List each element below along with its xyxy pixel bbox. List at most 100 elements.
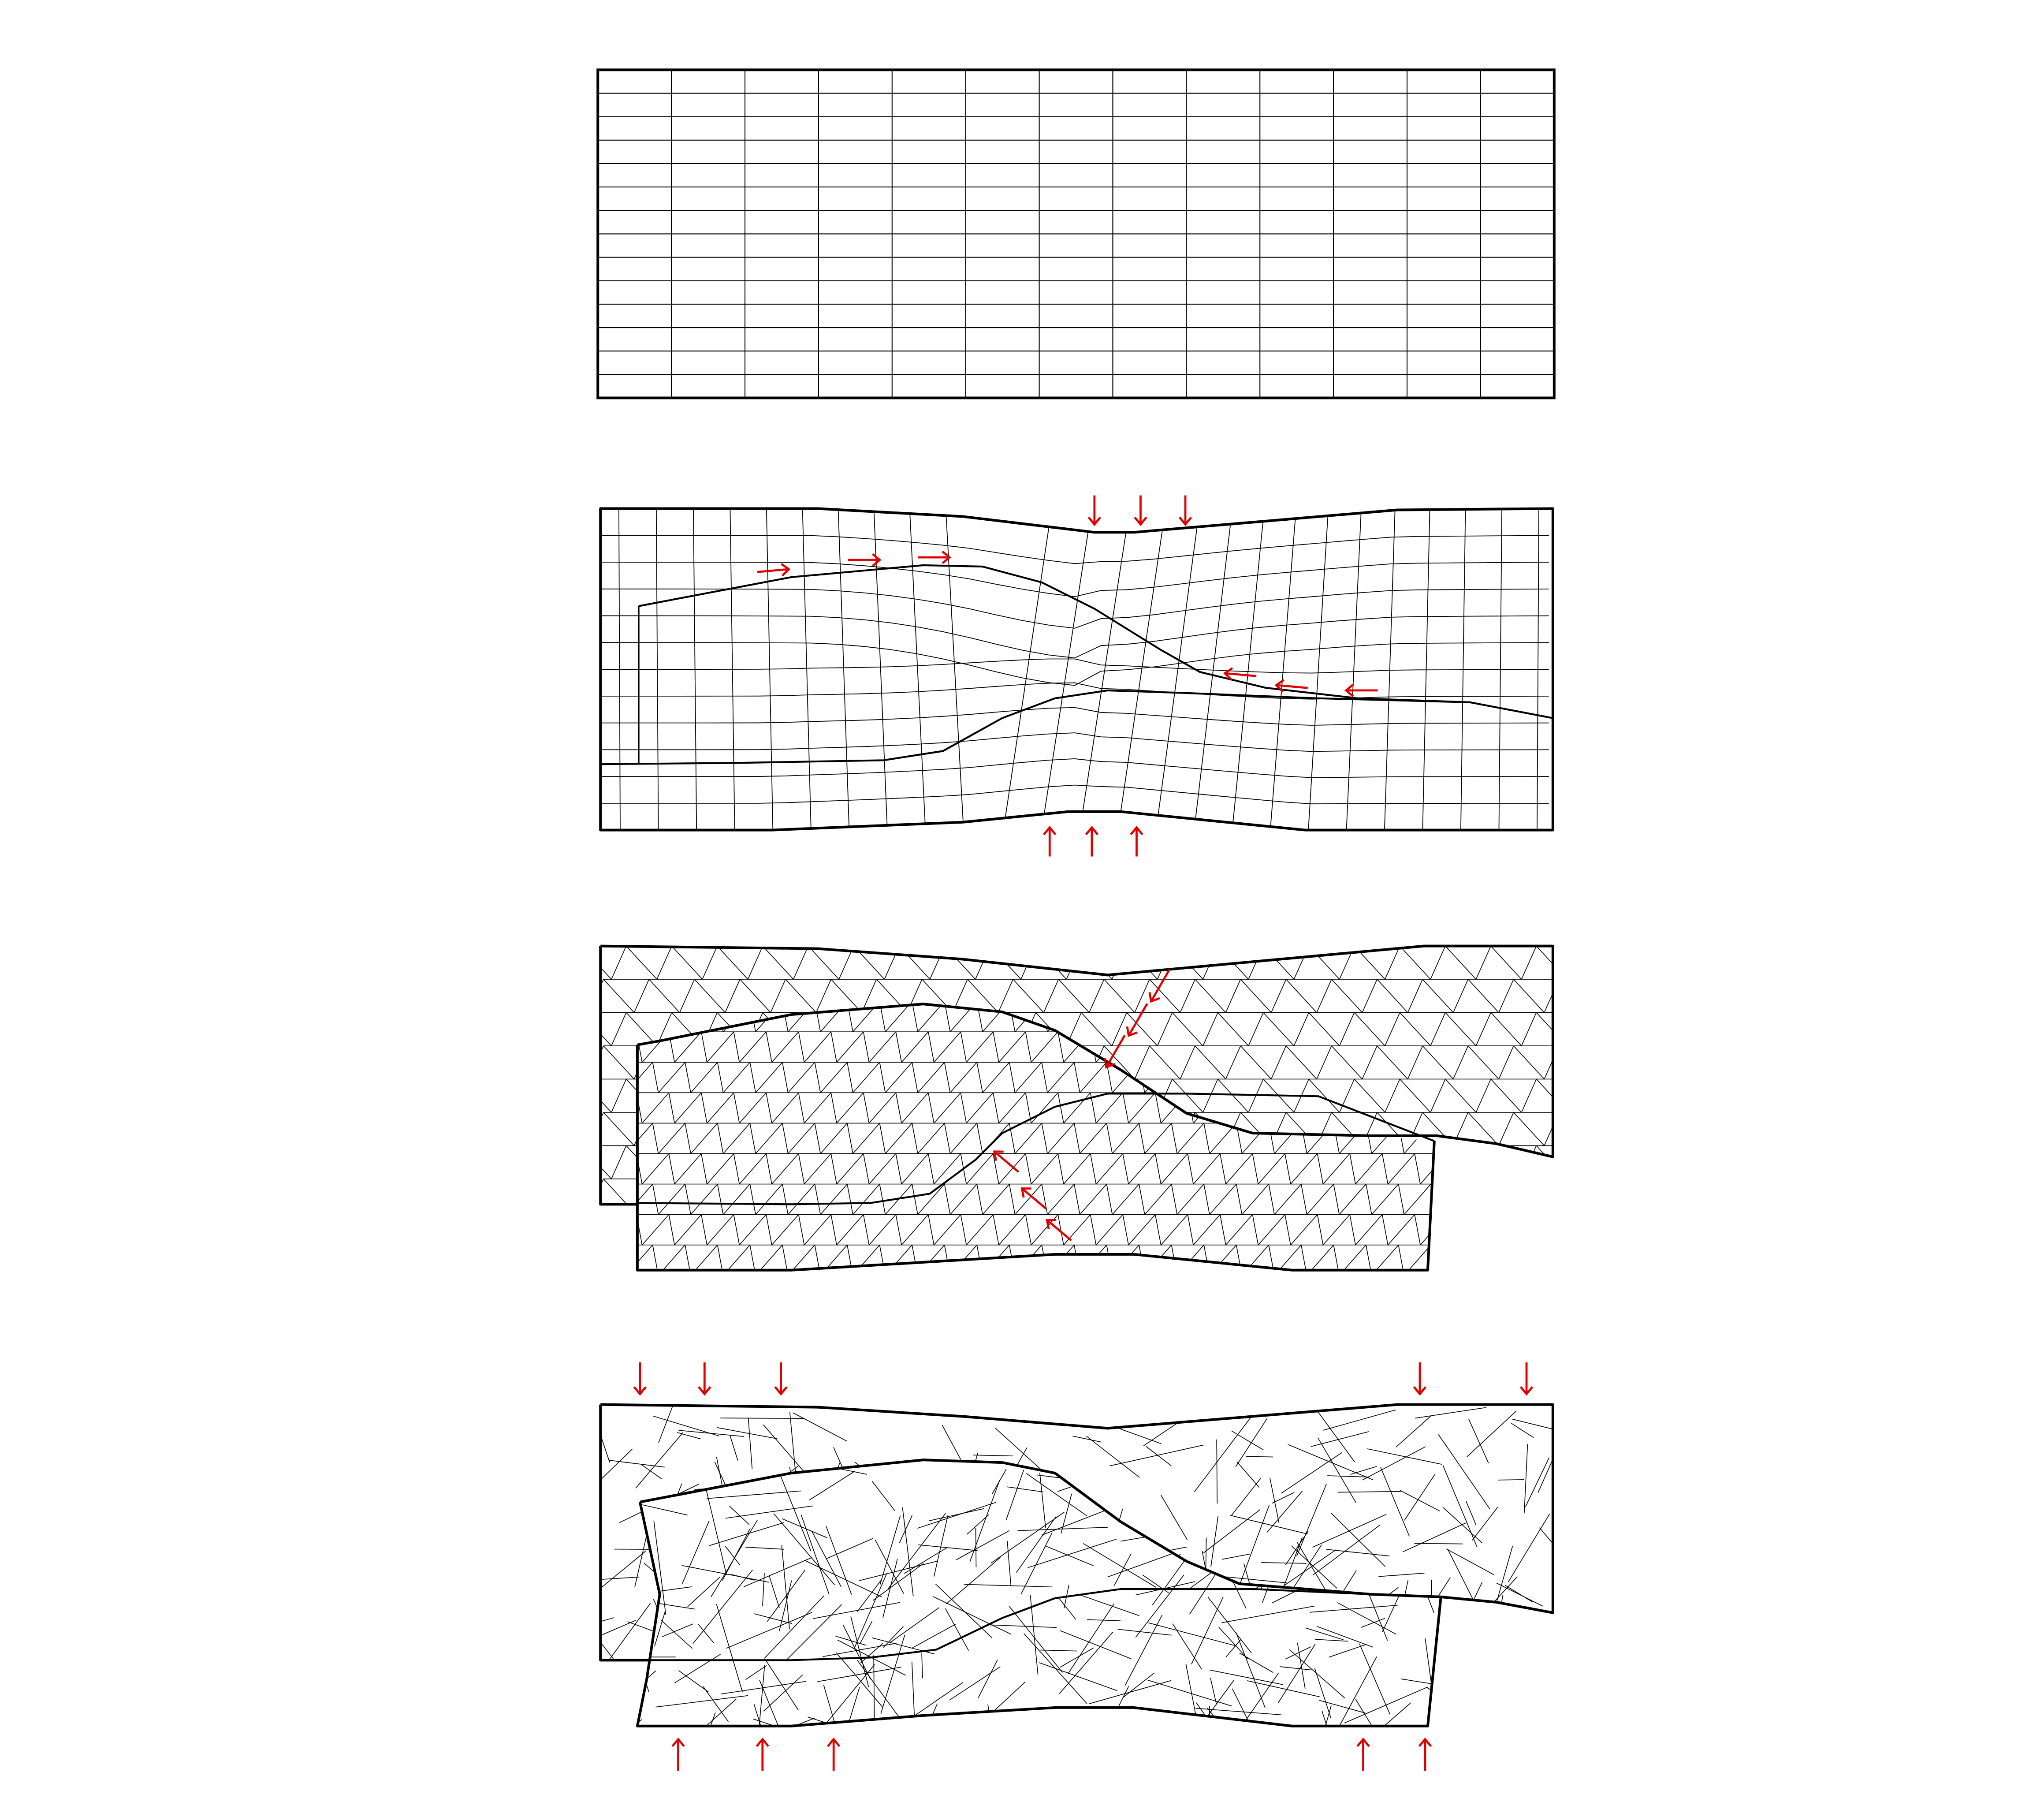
- tri-edge: [1350, 1276, 1355, 1306]
- tri-edge: [1106, 1004, 1113, 1032]
- tri-edge: [884, 1212, 899, 1245]
- fracture-line: [1209, 1642, 1298, 1649]
- tri-edge: [1385, 1145, 1400, 1179]
- tri-edge: [782, 1062, 789, 1093]
- tri-edge: [1074, 1245, 1080, 1270]
- tri-edge: [637, 1276, 642, 1306]
- tri-edge: [1388, 1276, 1415, 1306]
- tri-edge: [1400, 1145, 1431, 1179]
- fracture-line: [1057, 1469, 1123, 1492]
- tri-edge: [1463, 1184, 1469, 1215]
- red-arrow: [1126, 1003, 1148, 1037]
- tri-edge: [1307, 1062, 1334, 1093]
- tri-edge: [1203, 1145, 1218, 1179]
- tri-edge: [1220, 1276, 1226, 1306]
- fold-strata-line: [600, 658, 1549, 674]
- fracture-line: [703, 1686, 729, 1722]
- tri-edge: [1074, 1062, 1080, 1093]
- arrow-head: [774, 1386, 788, 1396]
- fracture-line: [1404, 1470, 1441, 1506]
- tri-edge: [600, 1012, 612, 1046]
- fracture-line: [1431, 1675, 1441, 1701]
- tri-edge: [1144, 1004, 1172, 1032]
- tri-edge: [879, 1062, 886, 1093]
- red-arrow: [827, 1737, 841, 1771]
- tri-edge: [747, 1079, 763, 1113]
- tri-edge: [748, 1212, 763, 1245]
- fracture-line: [1326, 1549, 1390, 1557]
- fracture-line: [759, 1680, 793, 1726]
- fracture-line: [1039, 1481, 1101, 1545]
- fracture-line: [1453, 1582, 1483, 1642]
- tri-edge: [1095, 1092, 1123, 1123]
- tri-edge: [879, 1184, 886, 1215]
- fracture-line: [1233, 1643, 1236, 1660]
- tri-edge: [808, 1012, 839, 1046]
- tri-edge: [1047, 1245, 1075, 1270]
- red-arrow: [1020, 1187, 1047, 1210]
- tri-edge: [1139, 1245, 1145, 1270]
- tri-edge: [1322, 1214, 1350, 1246]
- fracture-line: [1429, 1549, 1441, 1579]
- fault-lower-surface: [649, 1588, 1441, 1661]
- fracture-line: [1378, 1573, 1425, 1577]
- red-arrow: [1130, 825, 1143, 857]
- lower-block-outline: [636, 1502, 1442, 1727]
- tri-edge: [1475, 1012, 1491, 1046]
- tri-edge: [1385, 1012, 1400, 1046]
- fracture-line: [655, 1695, 748, 1708]
- tri-edge: [1300, 1245, 1307, 1270]
- tri-edge: [1095, 1153, 1123, 1185]
- tri-edge: [928, 1032, 935, 1063]
- tri-edge: [749, 1123, 756, 1154]
- fracture-line: [1001, 1708, 1038, 1726]
- fracture-line: [637, 1719, 642, 1726]
- tri-edge: [1322, 1153, 1350, 1185]
- tri-edge: [1404, 1004, 1431, 1032]
- tri-edge: [1268, 1123, 1275, 1154]
- tri-edge: [772, 1276, 799, 1306]
- fracture-line: [1277, 1643, 1316, 1704]
- tri-edge: [1035, 1078, 1067, 1113]
- tri-edge: [1252, 1214, 1259, 1245]
- fracture-line: [1057, 1710, 1134, 1726]
- fracture-line: [1371, 1656, 1453, 1660]
- tri-edge: [771, 1214, 799, 1246]
- red-arrow: [698, 1362, 711, 1396]
- fracture-line: [853, 1568, 920, 1596]
- fold-strata-line: [600, 758, 1549, 778]
- fracture-line: [635, 1432, 684, 1488]
- fracture-line: [601, 1438, 611, 1463]
- tri-edge: [652, 1004, 659, 1032]
- tri-edge: [1387, 1031, 1415, 1063]
- tri-edge: [901, 1153, 929, 1185]
- fracture-line: [863, 1579, 866, 1603]
- tri-edge: [658, 1123, 685, 1154]
- tri-edge: [749, 1245, 756, 1270]
- tri-edge: [912, 1004, 918, 1032]
- fracture-line: [853, 1573, 887, 1650]
- tri-edge: [782, 1184, 789, 1215]
- tri-edge: [1066, 946, 1082, 980]
- tri-edge: [1031, 1276, 1058, 1306]
- tri-edge: [961, 1276, 966, 1306]
- arrow-head: [1085, 825, 1099, 836]
- tri-edge: [1498, 1112, 1514, 1146]
- tri-edge: [626, 1145, 657, 1179]
- fracture-line: [1505, 1585, 1533, 1603]
- fracture-line: [1285, 1646, 1311, 1660]
- fracture-line: [883, 1626, 904, 1648]
- tri-edge: [1285, 979, 1317, 1013]
- red-arrow: [1087, 495, 1102, 526]
- tri-edge: [747, 946, 763, 980]
- tri-edge: [1331, 1112, 1363, 1146]
- tri-edge: [1567, 1013, 1582, 1046]
- tri-edge: [1308, 1078, 1340, 1113]
- fracture-line: [964, 1584, 1052, 1588]
- fracture-line: [606, 1603, 651, 1660]
- panel-fractured-block: [599, 1362, 1554, 1771]
- fracture-line: [725, 1545, 741, 1566]
- tri-edge: [1582, 1145, 1613, 1179]
- fracture-line: [1148, 1622, 1236, 1646]
- tri-edge: [766, 1214, 772, 1245]
